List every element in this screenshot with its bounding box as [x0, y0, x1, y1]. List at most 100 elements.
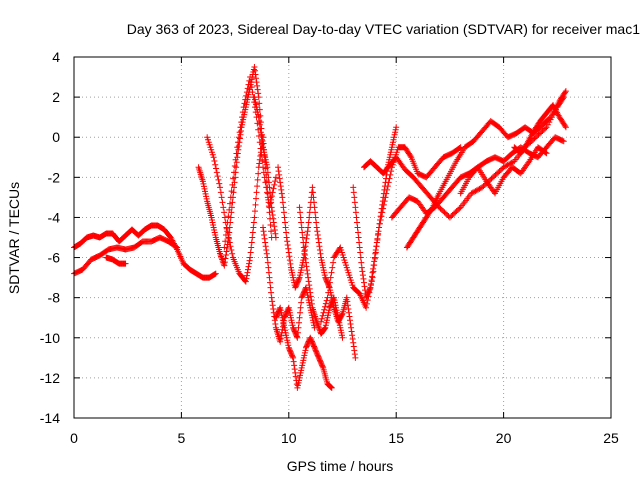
- data-point: [260, 144, 267, 151]
- data-point: [318, 254, 325, 261]
- data-point: [200, 180, 207, 187]
- data-point: [369, 273, 376, 280]
- data-point: [254, 109, 261, 116]
- data-point: [240, 104, 247, 111]
- data-point: [306, 209, 313, 216]
- x-tick-label: 20: [496, 430, 512, 446]
- data-point: [307, 293, 314, 300]
- data-point: [259, 158, 266, 165]
- data-point: [278, 309, 285, 316]
- data-point: [295, 277, 302, 284]
- data-point: [268, 199, 275, 206]
- data-point: [344, 298, 351, 305]
- data-point: [225, 235, 232, 242]
- data-point: [344, 267, 351, 274]
- data-point: [272, 234, 279, 241]
- data-point: [254, 176, 261, 183]
- data-point: [255, 170, 262, 177]
- data-point: [251, 64, 258, 71]
- x-tick-label: 10: [281, 430, 297, 446]
- data-point: [278, 186, 285, 193]
- data-point: [228, 247, 235, 254]
- data-point: [456, 205, 463, 212]
- series-sat-track-1: [71, 222, 219, 281]
- data-point: [326, 304, 333, 311]
- data-point: [446, 214, 453, 221]
- data-point: [255, 111, 262, 118]
- data-point: [277, 179, 284, 186]
- data-point: [243, 92, 250, 99]
- data-point: [257, 129, 264, 136]
- data-point: [542, 149, 549, 156]
- data-point: [391, 131, 398, 138]
- data-point: [306, 282, 313, 289]
- data-point: [377, 216, 384, 223]
- data-point: [200, 183, 207, 190]
- data-point: [332, 302, 339, 309]
- data-point: [299, 362, 306, 369]
- data-point: [264, 259, 271, 266]
- data-point: [297, 269, 304, 276]
- data-point: [265, 264, 272, 271]
- data-point: [491, 173, 498, 180]
- data-point: [298, 264, 305, 271]
- data-point: [262, 156, 269, 163]
- data-point: [255, 114, 262, 121]
- data-point: [349, 282, 356, 289]
- data-point: [239, 114, 246, 121]
- data-point: [297, 209, 304, 216]
- data-point: [297, 304, 304, 311]
- data-point: [276, 171, 283, 178]
- data-point: [345, 269, 352, 276]
- data-point: [369, 269, 376, 276]
- data-point: [335, 317, 342, 324]
- data-point: [228, 204, 235, 211]
- data-point: [267, 284, 274, 291]
- data-point: [304, 292, 311, 299]
- data-point: [299, 229, 306, 236]
- data-point: [298, 299, 305, 306]
- data-point: [266, 184, 273, 191]
- data-point: [282, 329, 289, 336]
- data-point: [291, 328, 298, 335]
- data-point: [343, 264, 350, 271]
- data-point: [322, 324, 329, 331]
- data-point: [261, 235, 268, 242]
- data-point: [495, 169, 502, 176]
- data-point: [293, 282, 300, 289]
- data-point: [316, 247, 323, 254]
- data-point: [349, 336, 356, 343]
- data-point: [285, 305, 292, 312]
- data-point: [347, 317, 354, 324]
- data-point: [318, 359, 325, 366]
- data-point: [559, 137, 566, 144]
- series-sat-track-3: [103, 254, 129, 267]
- data-point: [209, 149, 216, 156]
- data-point: [243, 272, 250, 279]
- data-point: [217, 184, 224, 191]
- data-point: [319, 262, 326, 269]
- data-point: [284, 337, 291, 344]
- ticks-layer: 0 5 10 15 20 25 -14 -12 -10 -8 -6 -4 -2 0 2 4: [40, 49, 619, 446]
- data-point: [222, 255, 229, 262]
- data-point: [351, 199, 358, 206]
- data-point: [346, 272, 353, 279]
- data-point: [249, 89, 256, 96]
- data-point: [488, 175, 495, 182]
- data-point: [235, 146, 242, 153]
- data-point: [232, 156, 239, 163]
- data-point: [238, 119, 245, 126]
- data-point: [532, 134, 539, 141]
- data-point: [344, 302, 351, 309]
- data-point: [263, 250, 270, 257]
- data-point: [380, 190, 387, 197]
- data-point: [283, 234, 290, 241]
- data-point: [303, 263, 310, 270]
- data-point: [298, 267, 305, 274]
- data-point: [352, 209, 359, 216]
- data-point: [282, 313, 289, 320]
- data-point: [357, 249, 364, 256]
- data-point: [323, 317, 330, 324]
- data-point: [284, 339, 291, 346]
- data-point: [229, 250, 236, 257]
